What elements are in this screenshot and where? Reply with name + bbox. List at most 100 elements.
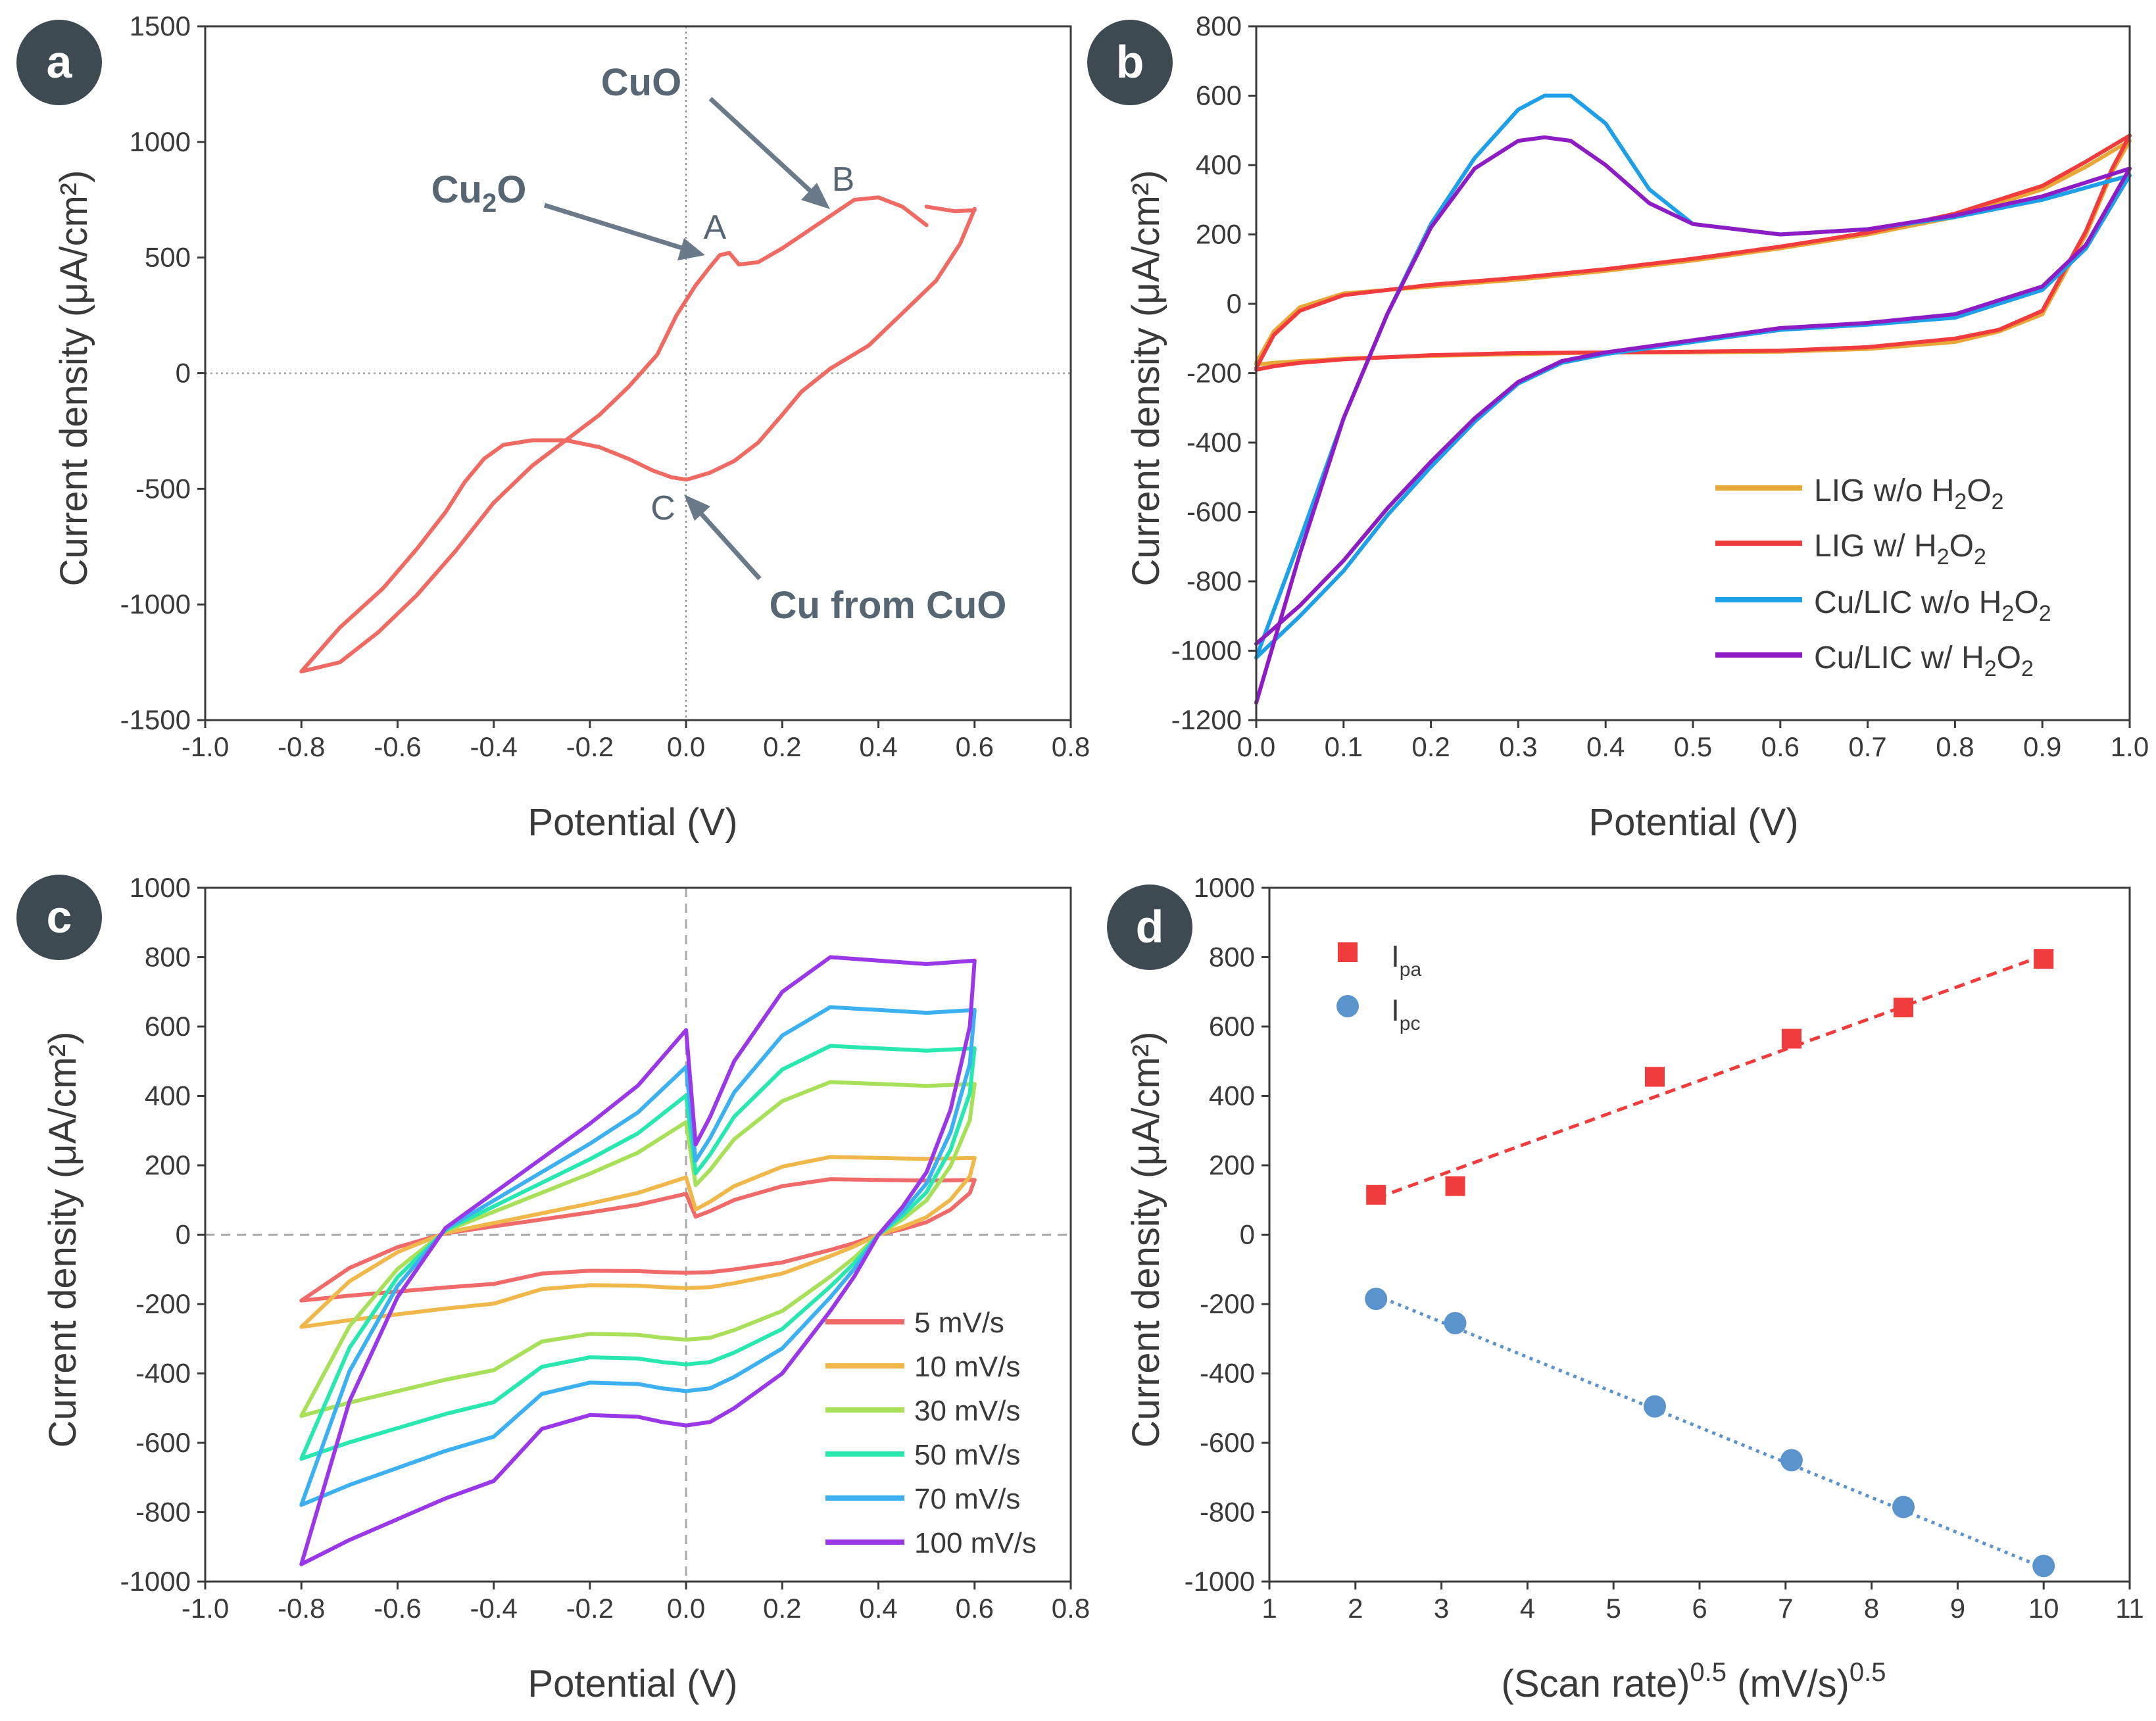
d-y-tick-label: 0: [1240, 1219, 1255, 1250]
c-x-tick-label: 0.0: [667, 1593, 705, 1624]
b-y-tick-label: -800: [1187, 566, 1242, 596]
d-point-ipa-3: [1781, 1029, 1801, 1049]
panel-b-xlabel: Potential (V): [1588, 801, 1798, 844]
svg-text:Cu/LIC w/ H2O2: Cu/LIC w/ H2O2: [1814, 641, 2034, 681]
c-y-tick-label: -800: [135, 1497, 191, 1528]
d-x-tick-label: 8: [1864, 1593, 1879, 1624]
b-y-tick-label: -1200: [1171, 704, 1242, 735]
c-legend-label-3: 50 mV/s: [914, 1439, 1020, 1471]
d-point-ipc-5: [2032, 1555, 2055, 1578]
a-x-tick-label: 0.4: [859, 731, 897, 762]
b-x-tick-label: 0.6: [1761, 731, 1800, 762]
d-x-tick-label: 5: [1606, 1593, 1621, 1624]
c-legend-label-0: 5 mV/s: [914, 1307, 1004, 1339]
a-y-tick-label: 1000: [130, 126, 191, 157]
annotation-cu-from-cuo: Cu from CuO: [770, 584, 1007, 627]
panel-c-xlabel: Potential (V): [527, 1662, 737, 1705]
a-y-tick-label: 0: [176, 358, 191, 389]
panel-d-badge: d: [1107, 885, 1192, 970]
panel-a-ylabel: Current density (μA/cm²): [53, 170, 95, 587]
c-y-tick-label: 800: [145, 942, 191, 973]
c-x-tick-label: 0.8: [1052, 1593, 1090, 1624]
c-y-tick-label: 600: [145, 1011, 191, 1042]
panel-d: 1 2 3 4 5 6 7 8 9 10 11 1000 800 600 400 200 0 -200 -400 -6…: [1107, 872, 2144, 1705]
b-y-tick-label: 400: [1196, 149, 1242, 180]
svg-text:LIG w/o H2O2: LIG w/o H2O2: [1814, 473, 2004, 514]
panel-d-xlabel: (Scan rate)0.5 (mV/s)0.5: [1502, 1658, 1886, 1705]
d-fit-line-0: [1375, 954, 2045, 1200]
annotation-peak-a: A: [704, 208, 727, 247]
a-series-line-1: [924, 205, 977, 214]
c-legend-label-5: 100 mV/s: [914, 1527, 1037, 1559]
c-x-tick-label: -0.8: [278, 1593, 325, 1624]
b-x-tick-label: 0.5: [1674, 731, 1712, 762]
d-x-tick-label: 2: [1348, 1593, 1363, 1624]
c-series-line-2: [299, 1080, 977, 1418]
b-y-tick-label: -1000: [1171, 635, 1242, 666]
legend-label-ipc: Ipc: [1391, 993, 1420, 1034]
b-y-tick-label: -600: [1187, 497, 1242, 527]
b-x-tick-label: 0.9: [2023, 731, 2061, 762]
d-x-tick-label: 1: [1262, 1593, 1277, 1624]
b-x-tick-label: 0.2: [1411, 731, 1450, 762]
b-x-tick-label: 0.8: [1936, 731, 1974, 762]
svg-text:d: d: [1136, 901, 1164, 952]
c-y-tick-label: -600: [135, 1427, 191, 1458]
b-y-tick-label: 600: [1196, 80, 1242, 111]
a-y-tick-label: 500: [145, 242, 191, 273]
b-y-tick-label: -200: [1187, 358, 1242, 389]
a-x-tick-label: -0.2: [566, 731, 614, 762]
d-x-tick-label: 3: [1434, 1593, 1449, 1624]
panel-c-legend: 5 mV/s 10 mV/s 30 mV/s 50 mV/s 70 mV/s 100 mV…: [825, 1307, 1037, 1559]
b-x-tick-label: 0.4: [1586, 731, 1625, 762]
c-legend-label-4: 70 mV/s: [914, 1483, 1020, 1515]
a-x-tick-label: 0.0: [667, 731, 705, 762]
c-legend-label-1: 10 mV/s: [914, 1351, 1020, 1383]
a-y-tick-label: -500: [135, 473, 191, 504]
c-y-tick-label: 200: [145, 1150, 191, 1180]
b-y-tick-label: 800: [1196, 11, 1242, 41]
panel-c: -1.0 -0.8 -0.6 -0.4 -0.2 0.0 0.2 0.4 0.6 0.8 1000 8…: [16, 872, 1090, 1705]
d-point-ipc-3: [1780, 1449, 1803, 1472]
c-y-tick-label: -200: [135, 1288, 191, 1319]
b-x-tick-label: 0.1: [1325, 731, 1363, 762]
legend-item-lig-with-h2o2: LIG w/ H2O2: [1715, 529, 1986, 570]
b-y-tick-label: -400: [1187, 427, 1242, 458]
d-x-tick-label: 11: [2115, 1593, 2144, 1624]
b-series-line-3: [1254, 135, 2132, 705]
legend-marker-ipc: [1336, 995, 1359, 1017]
b-series-line-1: [1254, 133, 2132, 372]
d-y-tick-label: -200: [1200, 1288, 1255, 1319]
c-legend-label-2: 30 mV/s: [914, 1395, 1020, 1427]
d-point-ipa-5: [2034, 949, 2054, 969]
panel-b: 0.0 0.1 0.2 0.3 0.4 0.5 0.6 0.7 0.8 0.9 1.0 800 600 4…: [1087, 11, 2149, 844]
c-y-tick-label: 1000: [130, 872, 191, 903]
c-series-line-5: [299, 955, 977, 1566]
svg-text:a: a: [47, 36, 73, 87]
b-x-tick-label: 0.3: [1499, 731, 1537, 762]
a-y-tick-label: -1500: [120, 704, 191, 735]
c-series-line-3: [299, 1044, 977, 1461]
b-x-tick-label: 0.0: [1237, 731, 1275, 762]
a-x-tick-label: 0.2: [763, 731, 801, 762]
d-point-ipa-0: [1366, 1184, 1386, 1205]
panel-d-legend: Ipa Ipc: [1336, 939, 1421, 1034]
c-x-tick-label: 0.4: [859, 1593, 897, 1624]
c-y-tick-label: -1000: [120, 1566, 191, 1597]
d-x-tick-label: 6: [1692, 1593, 1707, 1624]
d-x-tick-label: 7: [1778, 1593, 1793, 1624]
panel-b-ylabel: Current density (μA/cm²): [1125, 170, 1167, 587]
a-y-tick-label: -1000: [120, 589, 191, 619]
d-point-ipc-1: [1444, 1312, 1467, 1335]
d-y-tick-label: 400: [1209, 1080, 1255, 1111]
a-x-tick-label: 0.8: [1052, 731, 1090, 762]
c-x-tick-label: -0.4: [470, 1593, 517, 1624]
b-y-tick-label: 0: [1227, 288, 1242, 319]
panel-d-ylabel: Current density (μA/cm²): [1125, 1032, 1167, 1448]
c-x-tick-label: -0.6: [374, 1593, 421, 1624]
a-x-tick-label: -0.4: [470, 731, 517, 762]
svg-text:LIG w/ H2O2: LIG w/ H2O2: [1814, 529, 1986, 570]
a-series-line-0: [299, 195, 977, 674]
annotation-cu2o: Cu2O: [431, 168, 527, 218]
